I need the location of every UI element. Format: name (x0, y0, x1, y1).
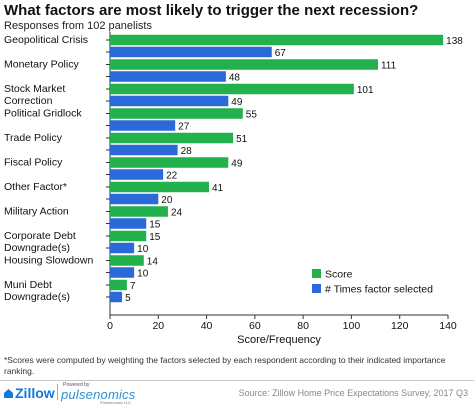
x-tick-label: 40 (201, 320, 213, 332)
x-axis-label: Score/Frequency (237, 334, 321, 346)
bar-value-label: 41 (212, 183, 224, 194)
bar-value-label: 111 (381, 61, 397, 72)
bar-value-label: 7 (130, 281, 136, 292)
footer-divider (0, 380, 474, 381)
bar-value-label: 15 (149, 232, 161, 243)
bar-value-label: 55 (246, 110, 258, 121)
bar-value-label: 48 (229, 73, 241, 84)
footnote: *Scores were computed by weighting the f… (4, 355, 446, 376)
x-tick-label: 140 (439, 320, 457, 332)
times-selected-bar (110, 46, 272, 58)
source-text: Source: Zillow Home Price Expectations S… (238, 388, 468, 398)
bar-chart: Geopolitical Crisis 138 67 Monetary Policy 1… (4, 32, 463, 346)
zillow-house-icon (4, 389, 13, 398)
bar-value-label: 14 (147, 257, 159, 268)
x-tick-label: 120 (391, 320, 409, 332)
category-label: Other Factor* (4, 181, 67, 193)
times-selected-bar (110, 242, 135, 254)
pulsenomics-logo: pulsenomics (61, 387, 136, 402)
bar-value-label: 27 (178, 122, 190, 133)
times-selected-bar (110, 193, 159, 205)
logo-divider (57, 384, 58, 400)
category-label: Monetary Policy (4, 59, 79, 71)
chart-title: What factors are most likely to trigger … (4, 2, 419, 19)
category-label: Correction (4, 95, 53, 107)
bar-value-label: 28 (181, 146, 193, 157)
times-selected-bar (110, 267, 135, 278)
legend-label: Score (325, 269, 353, 281)
score-bar (110, 206, 168, 217)
bar-value-label: 24 (171, 208, 183, 219)
bar-value-label: 10 (137, 244, 149, 255)
bar-value-label: 51 (236, 134, 248, 145)
category-label: Political Gridlock (4, 108, 82, 120)
footer: Zillow Powered by pulsenomics Pulsenomic… (0, 380, 474, 405)
category-label: Trade Policy (4, 132, 63, 144)
x-tick-label: 20 (152, 320, 164, 332)
bar-value-label: 20 (161, 195, 173, 206)
bar-value-label: 101 (357, 85, 374, 96)
score-bar (110, 157, 229, 168)
category-label: Corporate Debt (4, 230, 76, 242)
score-bar (110, 83, 354, 95)
times-selected-bar (110, 120, 176, 131)
score-bar (110, 181, 209, 193)
category-label: Housing Slowdown (4, 255, 93, 267)
bar-value-label: 138 (446, 36, 463, 47)
bar-value-label: 67 (275, 48, 287, 59)
category-label: Military Action (4, 206, 69, 218)
score-bar (110, 255, 144, 266)
score-bar (110, 279, 127, 291)
category-label: Stock Market (4, 83, 65, 95)
times-selected-bar (110, 71, 226, 82)
category-label: Muni Debt (4, 279, 52, 291)
times-selected-bar (110, 169, 164, 180)
legend-label: # Times factor selected (325, 284, 433, 296)
x-tick-label: 60 (249, 320, 261, 332)
x-tick-label: 0 (107, 320, 113, 332)
chart-subtitle: Responses from 102 panelists (4, 20, 152, 32)
bar-value-label: 22 (166, 171, 178, 182)
bar-value-label: 49 (231, 159, 243, 170)
bar-value-label: 10 (137, 269, 149, 280)
score-bar (110, 132, 234, 144)
legend-swatch (312, 269, 321, 278)
bar-value-label: 15 (149, 220, 161, 231)
powered-by-text: Powered by (63, 382, 90, 388)
zillow-logo: Zillow (4, 385, 55, 401)
x-tick-label: 80 (297, 320, 309, 332)
score-bar (110, 230, 147, 242)
times-selected-bar (110, 218, 147, 229)
category-label: Downgrade(s) (4, 242, 70, 254)
score-bar (110, 34, 444, 46)
times-selected-bar (110, 95, 229, 107)
category-label: Geopolitical Crisis (4, 34, 88, 46)
score-bar (110, 59, 378, 70)
category-label: Downgrade(s) (4, 291, 70, 303)
score-bar (110, 108, 243, 119)
bar-value-label: 49 (231, 97, 243, 108)
x-tick-label: 100 (343, 320, 361, 332)
zillow-logo-text: Zillow (15, 385, 55, 401)
times-selected-bar (110, 291, 123, 303)
legend-swatch (312, 284, 321, 293)
bar-value-label: 5 (125, 293, 131, 304)
times-selected-bar (110, 144, 178, 156)
category-label: Fiscal Policy (4, 157, 63, 169)
